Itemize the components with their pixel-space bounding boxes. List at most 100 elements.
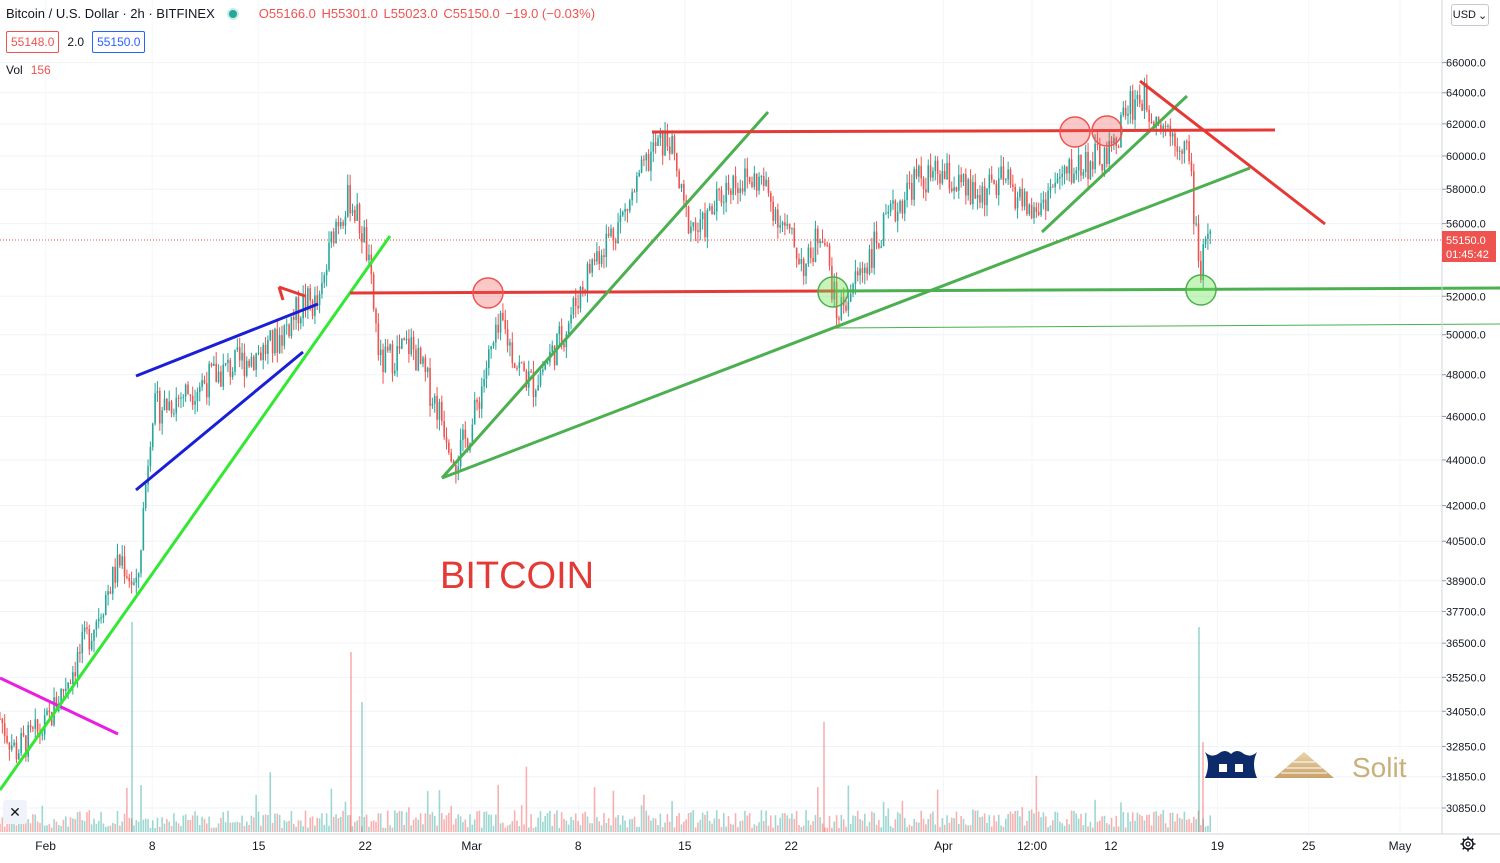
volume-bar xyxy=(1122,812,1125,832)
volume-bar xyxy=(704,814,706,832)
volume-bar xyxy=(1063,825,1066,832)
candle-body xyxy=(741,188,744,192)
time-axis[interactable]: Feb 8 15 22 Mar 8 15 22 Apr 12:00 12 19 25 May xyxy=(35,839,1411,853)
wedge-upper-line[interactable] xyxy=(135,302,319,378)
volume-bar xyxy=(934,824,937,832)
red-wedge-tip-1[interactable] xyxy=(278,285,306,298)
volume-bar xyxy=(281,827,283,832)
candle-body xyxy=(1084,152,1087,172)
lime-trendline[interactable] xyxy=(0,235,392,791)
green-channel-line-3[interactable] xyxy=(1040,94,1189,234)
green-circle-marker[interactable] xyxy=(1185,274,1217,306)
red-wedge-tip-2[interactable] xyxy=(277,286,285,301)
bitcoin-annotation[interactable]: BITCOIN xyxy=(440,555,594,597)
candle-body xyxy=(972,182,974,205)
symbol-title[interactable]: Bitcoin / U.S. Dollar · 2h · BITFINEX xyxy=(6,6,215,21)
candle-body xyxy=(384,346,387,373)
close-icon[interactable]: ✕ xyxy=(3,800,27,824)
volume-bar xyxy=(27,819,29,832)
candle-body xyxy=(337,221,340,227)
red-resistance-line[interactable] xyxy=(651,128,1276,134)
volume-bar xyxy=(107,826,109,832)
candle-body xyxy=(339,222,342,227)
candle-body xyxy=(401,338,403,349)
gear-icon[interactable] xyxy=(1458,834,1478,854)
candle-body xyxy=(285,324,288,326)
candle-body xyxy=(1183,141,1186,154)
volume-bar xyxy=(429,814,431,832)
volume-bar xyxy=(354,822,356,832)
volume-bar xyxy=(220,817,222,832)
volume-bar xyxy=(892,827,894,832)
candle-body xyxy=(969,179,972,205)
red-circle-marker[interactable] xyxy=(1091,115,1123,147)
volume-bar xyxy=(142,819,145,832)
volume-bar xyxy=(520,805,523,832)
sell-button[interactable]: 55148.0 xyxy=(6,31,60,53)
volume-bar xyxy=(643,794,645,832)
candle-body xyxy=(645,153,648,161)
red-circle-marker[interactable] xyxy=(1059,116,1091,148)
volume-bar xyxy=(1073,810,1075,832)
candle-body xyxy=(502,312,504,321)
candle-body xyxy=(734,175,737,188)
volume-bar xyxy=(638,826,640,832)
candle-body xyxy=(389,344,391,351)
candle-body xyxy=(1059,176,1061,179)
x-tick-label: 15 xyxy=(678,839,692,853)
candle-body xyxy=(880,246,883,248)
volume-bar xyxy=(791,813,793,832)
candle-body xyxy=(1162,125,1165,131)
red-circle-marker[interactable] xyxy=(472,277,504,309)
candle-body xyxy=(300,318,302,324)
candle-body xyxy=(455,464,457,474)
volume-bar xyxy=(727,815,730,832)
candle-body xyxy=(436,396,438,420)
volume-bar xyxy=(1136,812,1139,832)
red-descending-line[interactable] xyxy=(1139,79,1326,226)
buy-button[interactable]: 55150.0 xyxy=(92,31,146,53)
volume-bar xyxy=(412,819,415,832)
price-axis[interactable]: 30850.0 31850.0 32850.0 34050.0 35250.0 36500… xyxy=(1442,58,1486,815)
volume-bar xyxy=(1087,826,1089,832)
green-circle-marker[interactable] xyxy=(817,276,849,308)
volume-bar xyxy=(495,814,497,832)
volume-bar xyxy=(859,819,861,832)
candle-body xyxy=(711,206,713,214)
candle-body xyxy=(927,165,930,193)
candle-body xyxy=(260,352,262,361)
red-support-line[interactable] xyxy=(349,289,836,295)
green-support-line[interactable] xyxy=(834,286,1500,293)
volume-bar xyxy=(173,813,175,832)
candle-body xyxy=(582,286,584,291)
candle-body xyxy=(206,383,208,398)
candle-body xyxy=(1141,103,1143,111)
green-channel-line-2[interactable] xyxy=(441,166,1251,480)
volume-bar xyxy=(0,823,1,832)
volume-bar xyxy=(798,825,800,832)
wedge-lower-line[interactable] xyxy=(135,350,304,492)
candle-body xyxy=(13,742,15,746)
candle-body xyxy=(1207,233,1209,240)
volume-bar xyxy=(1019,816,1021,832)
candle-body xyxy=(932,171,934,178)
volume-label[interactable]: Vol xyxy=(6,63,23,77)
volume-bar xyxy=(539,811,542,832)
volume-bar xyxy=(779,817,781,832)
currency-button[interactable]: USD ⌄ xyxy=(1451,4,1489,26)
green-channel-line-1[interactable] xyxy=(440,111,770,479)
candle-body xyxy=(1073,173,1075,183)
volume-bar xyxy=(1056,812,1059,832)
volume-bar xyxy=(497,784,499,832)
thin-green-line[interactable] xyxy=(832,323,1500,329)
volume-bar xyxy=(610,825,612,832)
candle-body xyxy=(671,135,673,154)
volume-bar xyxy=(598,821,601,832)
volume-bar xyxy=(1040,817,1042,832)
y-tick-label: 40500.0 xyxy=(1446,536,1486,548)
eye-icon[interactable] xyxy=(228,9,237,18)
y-tick-label: 31850.0 xyxy=(1446,772,1486,784)
volume-bar xyxy=(1070,810,1073,832)
